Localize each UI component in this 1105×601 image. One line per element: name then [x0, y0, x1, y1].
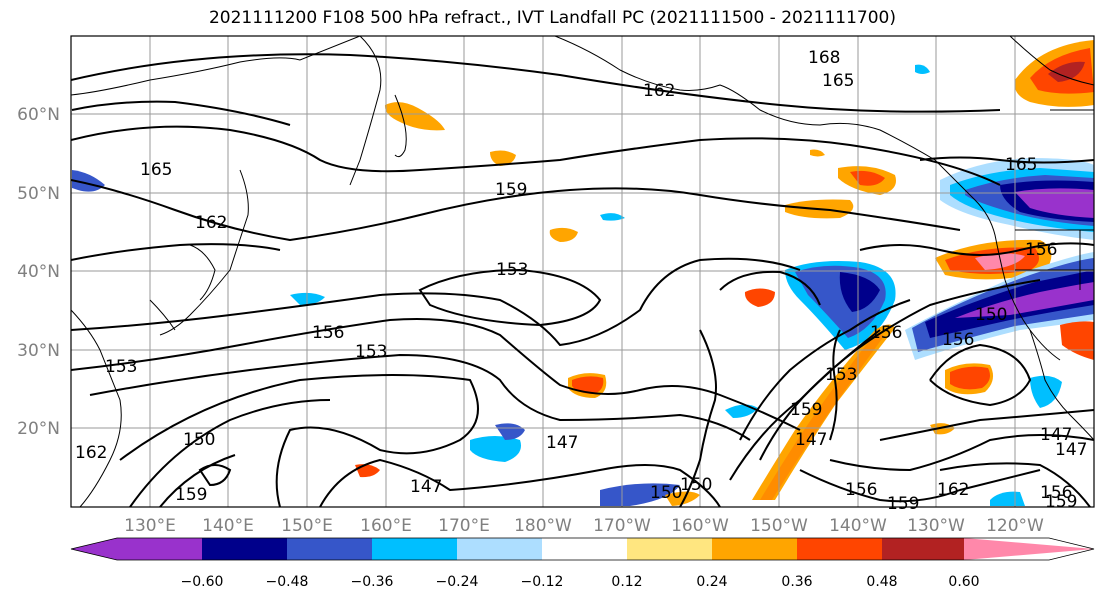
colorbar-tick-label: 0.12 [611, 574, 642, 590]
lon-label: 160°E [360, 516, 412, 536]
contour-label: 162 [937, 480, 969, 500]
lon-label: 130°W [907, 516, 965, 536]
contour-label: 162 [643, 81, 675, 101]
colorbar-tick-label: −0.60 [181, 574, 224, 590]
contour-label: 150 [680, 475, 712, 495]
colorbar-segment [117, 538, 202, 560]
lon-label: 170°E [438, 516, 490, 536]
contour-label: 156 [1040, 483, 1072, 503]
contour-label: 159 [495, 180, 527, 200]
lat-label: 50°N [17, 184, 60, 204]
contour-label: 168 [808, 48, 840, 68]
contour-label: 156 [312, 323, 344, 343]
contour-label: 153 [355, 342, 387, 362]
lon-label: 170°W [593, 516, 651, 536]
contour-label: 156 [942, 330, 974, 350]
colorbar-tick-label: −0.12 [521, 574, 564, 590]
lon-label: 160°W [671, 516, 729, 536]
colorbar-segment [882, 538, 964, 560]
contour-label: 159 [175, 485, 207, 505]
contour-label: 159 [790, 400, 822, 420]
colorbar-segment [287, 538, 372, 560]
lat-label: 40°N [17, 262, 60, 282]
contour-label: 165 [822, 71, 854, 91]
contour-label: 156 [1025, 240, 1057, 260]
colorbar-tick-label: −0.48 [266, 574, 309, 590]
lon-label: 140°W [829, 516, 887, 536]
colorbar-segment [627, 538, 712, 560]
contour-label: 159 [887, 494, 919, 514]
colorbar-segment [372, 538, 457, 560]
colorbar-extend-min [71, 538, 117, 560]
colorbar-tick-label: −0.36 [351, 574, 394, 590]
lon-label: 150°W [750, 516, 808, 536]
contour-label: 147 [1055, 440, 1087, 460]
latitude-labels: 60°N 50°N 40°N 30°N 20°N [17, 105, 60, 439]
contour-label: 153 [496, 260, 528, 280]
colorbar: −0.60 −0.48 −0.36 −0.24 −0.12 0.12 0.24 … [70, 537, 1095, 590]
colorbar-segment [457, 538, 542, 560]
colorbar-segment [202, 538, 287, 560]
map-title: 2021111200 F108 500 hPa refract., IVT La… [208, 8, 896, 28]
colorbar-extend-max [964, 538, 1094, 560]
contour-label: 159 [1045, 492, 1077, 512]
contour-label: 147 [795, 430, 827, 450]
colorbar-tick-label: 0.36 [781, 574, 812, 590]
contour-label: 150 [650, 483, 682, 503]
coastlines [71, 36, 1094, 507]
contour-label: 162 [75, 443, 107, 463]
contour-label: 147 [546, 433, 578, 453]
lon-label: 140°E [202, 516, 254, 536]
lat-label: 60°N [17, 105, 60, 125]
lon-label: 130°E [124, 516, 176, 536]
colorbar-tick-label: 0.24 [696, 574, 727, 590]
contour-label: 150 [975, 305, 1007, 325]
colorbar-tick-label: −0.24 [436, 574, 479, 590]
contour-label: 162 [195, 213, 227, 233]
contour-label: 147 [1040, 425, 1072, 445]
colorbar-segment [797, 538, 882, 560]
lon-label: 150°E [281, 516, 333, 536]
refractivity-contours [71, 53, 1094, 507]
contour-label: 165 [1005, 155, 1037, 175]
contour-label: 153 [105, 357, 137, 377]
longitude-labels: 130°E 140°E 150°E 160°E 170°E 180°W 170°… [124, 516, 1044, 536]
contour-label: 153 [825, 365, 857, 385]
colorbar-tick-label: 0.60 [948, 574, 979, 590]
contour-label: 165 [140, 160, 172, 180]
colorbar-segment [542, 538, 627, 560]
lon-label: 180°W [514, 516, 572, 536]
lat-label: 30°N [17, 341, 60, 361]
contour-label: 156 [845, 480, 877, 500]
colorbar-tick-label: 0.48 [866, 574, 897, 590]
shaded-anomaly-regions [72, 40, 1094, 506]
lat-label: 20°N [17, 419, 60, 439]
colorbar-segment [712, 538, 797, 560]
contour-label: 147 [410, 477, 442, 497]
contour-label: 156 [870, 323, 902, 343]
map-frame [70, 35, 1095, 508]
lon-label: 120°W [986, 516, 1044, 536]
contour-label: 150 [183, 430, 215, 450]
